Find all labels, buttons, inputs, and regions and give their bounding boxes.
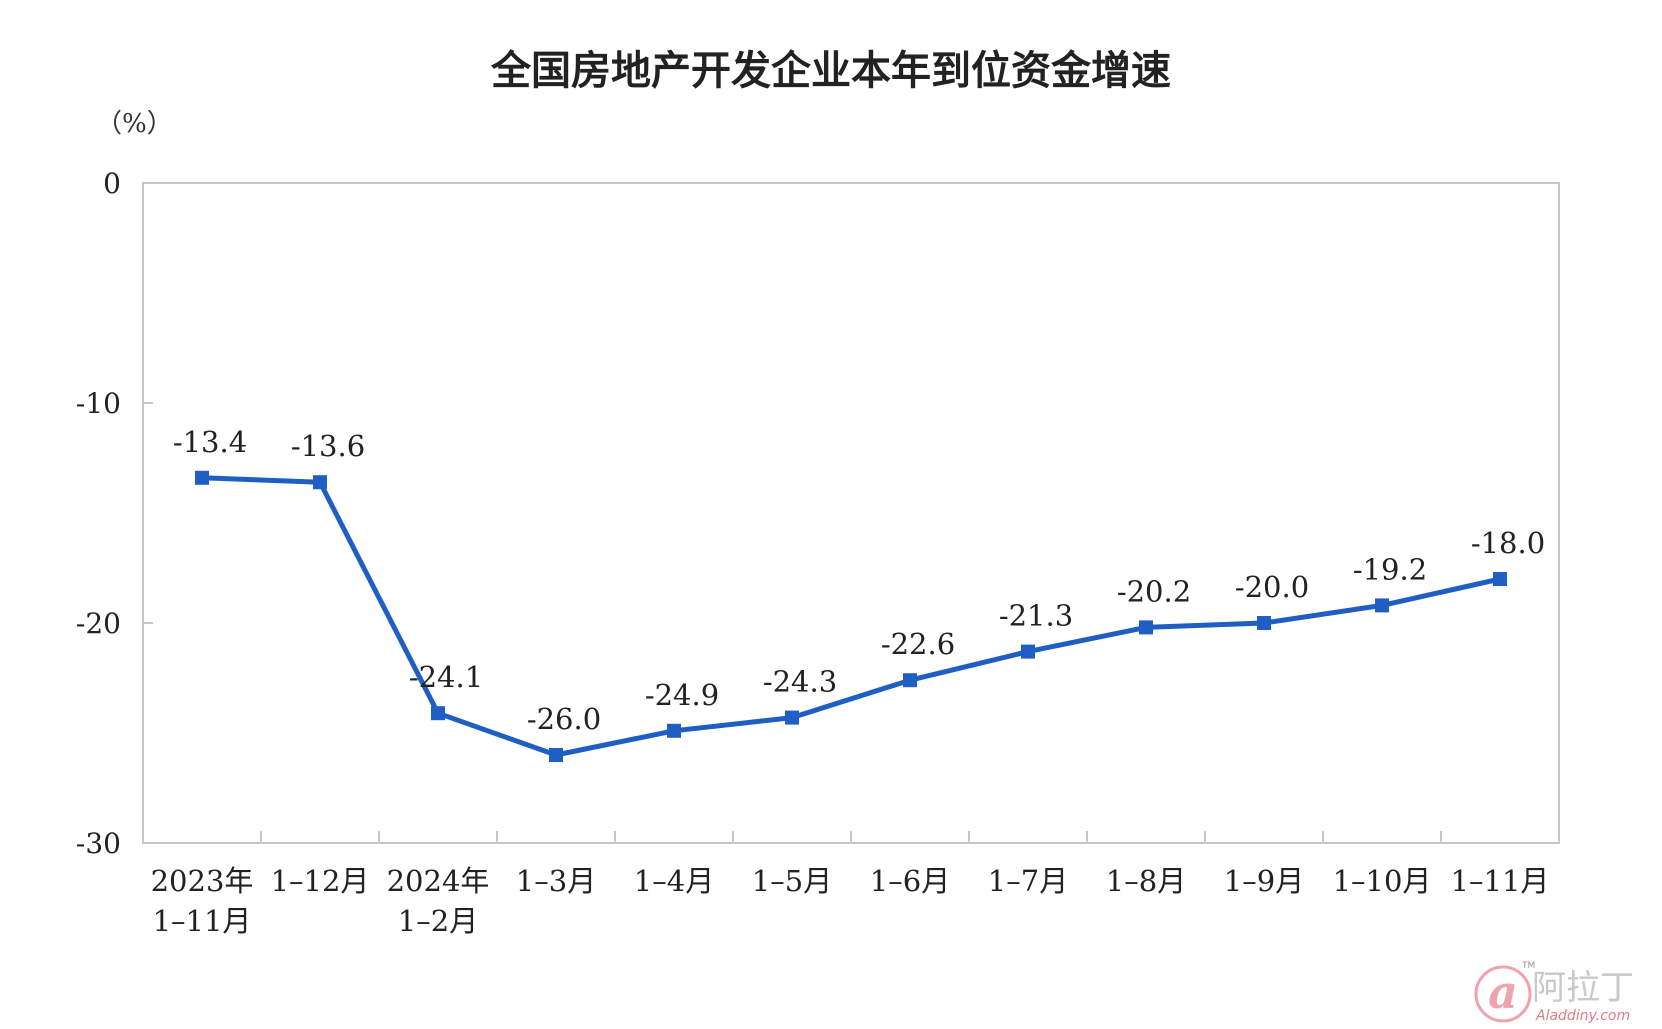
- y-axis-tick-labels: 0 -10 -20 -30: [76, 167, 153, 860]
- data-label: -26.0: [527, 702, 601, 736]
- y-tick-label: 0: [103, 167, 121, 200]
- x-category-label: 2024年: [387, 864, 490, 898]
- data-point: [1139, 620, 1153, 635]
- x-axis-category-labels: 2023年 1–11月 1–12月 2024年 1–2月 1–3月 1–4月 1–5月 1–6月…: [151, 864, 1550, 938]
- data-markers: [195, 470, 1507, 762]
- y-unit-label: （%）: [96, 109, 173, 139]
- data-label: -19.2: [1353, 552, 1427, 586]
- x-category-label: 1–2月: [398, 904, 478, 938]
- data-label: -24.1: [409, 660, 483, 694]
- chart-title: 全国房地产开发企业本年到位资金增速: [490, 48, 1171, 94]
- svg-text:a: a: [1488, 965, 1518, 1019]
- x-category-label: 1–11月: [153, 904, 252, 938]
- data-point: [431, 706, 445, 721]
- data-point: [1375, 598, 1389, 613]
- y-tick-label: -10: [76, 387, 121, 420]
- data-label: -20.0: [1235, 570, 1309, 604]
- data-label: -22.6: [881, 627, 955, 661]
- x-category-label: 1–8月: [1106, 864, 1186, 898]
- x-axis-ticks: [260, 831, 1442, 843]
- watermark: a TM 阿拉丁 Aladdiny.com: [1474, 961, 1634, 1024]
- series-line: [199, 475, 1503, 758]
- x-category-label: 1–4月: [634, 864, 714, 898]
- data-label: -18.0: [1471, 526, 1545, 560]
- x-category-label: 1–6月: [870, 864, 950, 898]
- x-category-label: 1–5月: [752, 864, 832, 898]
- data-point: [313, 475, 327, 490]
- x-category-label: 2023年: [151, 864, 254, 898]
- x-category-label: 1–10月: [1333, 864, 1432, 898]
- x-category-label: 1–9月: [1224, 864, 1304, 898]
- data-label: -21.3: [999, 599, 1073, 633]
- data-label: -20.2: [1117, 574, 1191, 608]
- watermark-tm: TM: [1521, 961, 1535, 971]
- data-point: [1021, 644, 1035, 659]
- data-point: [1257, 616, 1271, 630]
- data-label: -24.9: [645, 678, 719, 712]
- data-point: [195, 470, 209, 485]
- data-point: [785, 710, 799, 725]
- data-point: [667, 723, 681, 738]
- data-label: -13.4: [173, 425, 247, 459]
- data-labels: -13.4 -13.6 -24.1 -26.0 -24.9 -24.3 -22.6 -21.3…: [173, 425, 1545, 736]
- data-point: [1493, 572, 1507, 586]
- data-label: -13.6: [291, 429, 365, 463]
- y-tick-label: -20: [76, 607, 121, 640]
- data-label: -24.3: [763, 665, 837, 699]
- x-category-label: 1–11月: [1451, 864, 1550, 898]
- watermark-cn-text: 阿拉丁: [1532, 968, 1634, 1008]
- watermark-logo-icon: a: [1474, 965, 1532, 1023]
- data-point: [549, 748, 563, 762]
- watermark-en-text: Aladdiny.com: [1535, 1008, 1630, 1024]
- x-category-label: 1–12月: [271, 864, 370, 898]
- y-tick-label: -30: [76, 827, 121, 860]
- x-category-label: 1–7月: [988, 864, 1068, 898]
- series-line-group: [199, 475, 1503, 758]
- x-category-label: 1–3月: [516, 864, 596, 898]
- data-point: [903, 673, 917, 688]
